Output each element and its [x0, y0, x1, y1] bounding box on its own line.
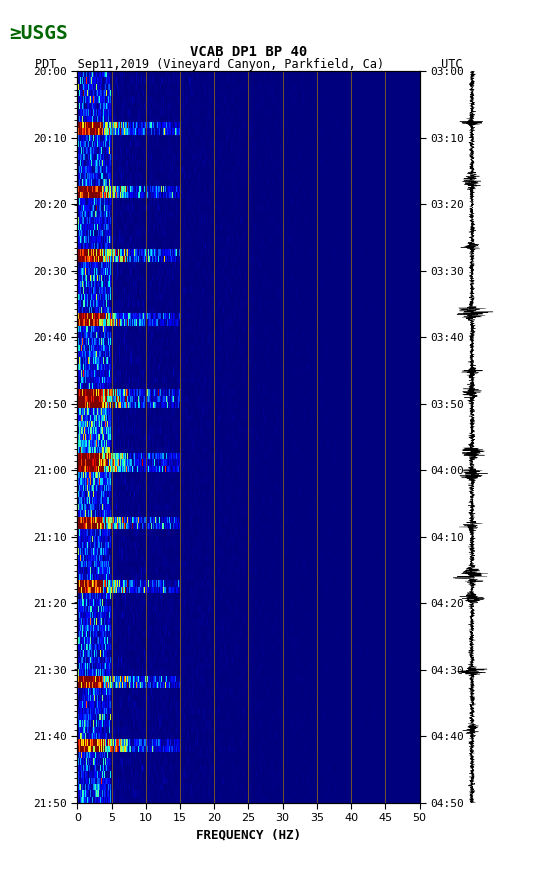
Text: PDT   Sep11,2019 (Vineyard Canyon, Parkfield, Ca)        UTC: PDT Sep11,2019 (Vineyard Canyon, Parkfie…: [35, 58, 462, 71]
Text: VCAB DP1 BP 40: VCAB DP1 BP 40: [190, 45, 307, 59]
X-axis label: FREQUENCY (HZ): FREQUENCY (HZ): [196, 829, 301, 842]
Text: ≥USGS: ≥USGS: [9, 24, 67, 43]
